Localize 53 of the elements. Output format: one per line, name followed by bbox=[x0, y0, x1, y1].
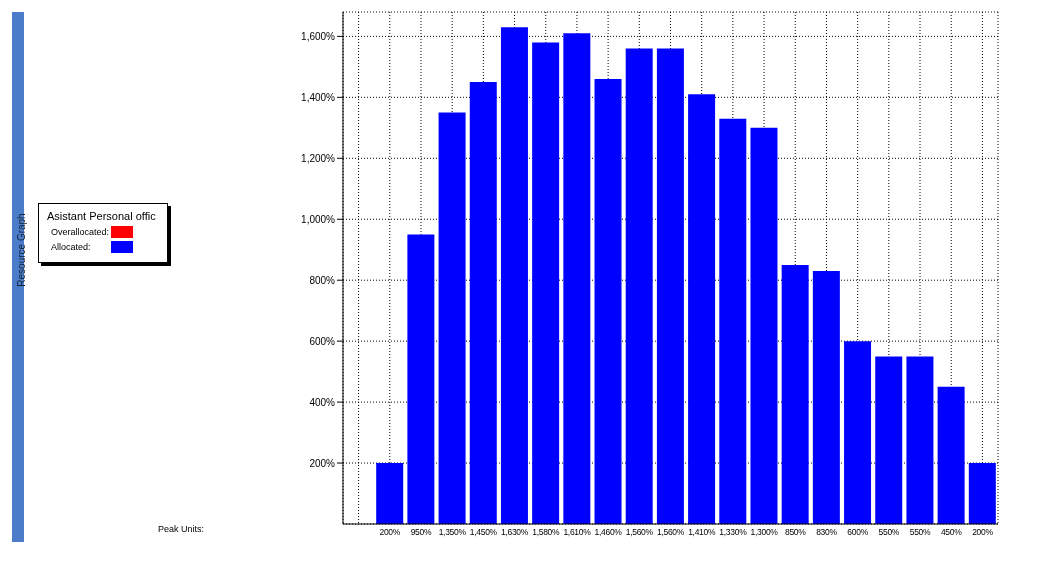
bar bbox=[438, 112, 466, 524]
data-label: 850% bbox=[784, 527, 807, 537]
data-label: 1,330% bbox=[719, 527, 748, 537]
y-tick-label: 200% bbox=[309, 457, 336, 469]
y-tick-label: 400% bbox=[309, 396, 336, 408]
data-label: 1,610% bbox=[563, 527, 592, 537]
legend-label: Overallocated: bbox=[51, 227, 111, 237]
bar bbox=[875, 356, 903, 524]
y-tick-label: 1,200% bbox=[301, 152, 336, 164]
data-label: 550% bbox=[878, 527, 900, 537]
y-tick-label: 1,400% bbox=[301, 91, 336, 103]
text: Peak Units: bbox=[158, 524, 205, 534]
data-label: 1,300% bbox=[750, 527, 779, 537]
bar bbox=[750, 127, 778, 524]
bar bbox=[906, 356, 934, 524]
data-label: 1,460% bbox=[594, 527, 623, 537]
data-label: 200% bbox=[972, 527, 994, 537]
bar bbox=[532, 42, 560, 524]
data-label: 1,350% bbox=[438, 527, 467, 537]
legend-label: Allocated: bbox=[51, 242, 92, 252]
y-tick-label: 1,000% bbox=[301, 213, 336, 225]
legend-title: Asistant Personal offic bbox=[47, 210, 157, 222]
data-label: 450% bbox=[940, 527, 963, 537]
bar bbox=[719, 118, 747, 524]
bar bbox=[407, 234, 435, 524]
data-label: 550% bbox=[909, 527, 932, 537]
text: Resource Graph bbox=[16, 212, 28, 289]
bar bbox=[563, 33, 591, 524]
data-label: 1,630% bbox=[501, 527, 529, 537]
data-label: 830% bbox=[816, 527, 838, 537]
bar bbox=[625, 48, 653, 524]
bar bbox=[469, 82, 497, 524]
bar bbox=[968, 463, 996, 524]
bar bbox=[781, 264, 809, 524]
data-label: 950% bbox=[410, 527, 432, 537]
bar bbox=[376, 463, 404, 524]
bar bbox=[656, 48, 684, 524]
data-label: 200% bbox=[379, 527, 401, 537]
y-tick-label: 600% bbox=[309, 335, 336, 347]
data-label: 1,580% bbox=[532, 527, 560, 537]
bar bbox=[937, 386, 965, 524]
bar bbox=[500, 27, 528, 524]
y-tick-label: 800% bbox=[309, 274, 336, 286]
data-label: 600% bbox=[847, 527, 869, 537]
bar bbox=[594, 79, 622, 524]
bar bbox=[688, 94, 716, 524]
data-label: 1,560% bbox=[656, 527, 685, 537]
bar bbox=[812, 271, 840, 524]
y-tick-label: 1,600% bbox=[301, 30, 336, 42]
data-label: 1,410% bbox=[688, 527, 716, 537]
data-label: 1,450% bbox=[469, 527, 498, 537]
bar bbox=[844, 341, 872, 524]
data-label: 1,560% bbox=[625, 527, 654, 537]
